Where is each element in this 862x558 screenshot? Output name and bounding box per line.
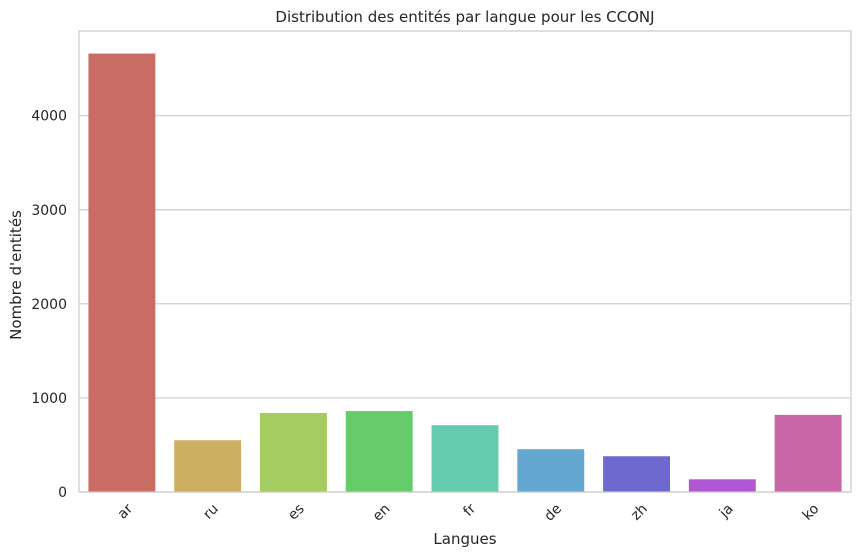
y-tick-label: 4000 [31,109,67,125]
bar-en [345,411,413,492]
x-tick-label: ko [800,501,823,524]
bar-ko [774,414,842,492]
bar-ru [174,440,242,492]
x-axis-label: Langues [433,530,496,548]
x-tick-labels: ar ru es en fr de zh ja ko [115,501,823,525]
bars [88,53,842,493]
x-tick-label: ar [115,501,137,523]
y-tick-label: 0 [58,485,67,501]
plot-frame [78,30,852,493]
bar-es [259,412,327,492]
bar-fr [431,425,499,492]
x-tick-label: ja [716,501,737,522]
bar-de [517,449,585,492]
y-tick-labels: 0 1000 2000 3000 4000 [31,109,67,501]
x-tick-label: en [370,501,394,525]
x-tick-label: zh [628,501,651,524]
y-tick-label: 1000 [31,391,67,407]
y-tick-label: 2000 [31,297,67,313]
x-tick-label: fr [460,501,479,520]
bar-ar [88,53,156,493]
bar-zh [603,456,671,492]
x-tick-label: es [285,501,308,524]
y-axis-label: Nombre d'entités [7,210,25,340]
bar-ja [688,479,756,492]
y-tick-label: 3000 [31,203,67,219]
x-tick-label: de [541,501,565,525]
chart-title: Distribution des entités par langue pour… [275,8,654,26]
x-tick-label: ru [200,501,222,523]
